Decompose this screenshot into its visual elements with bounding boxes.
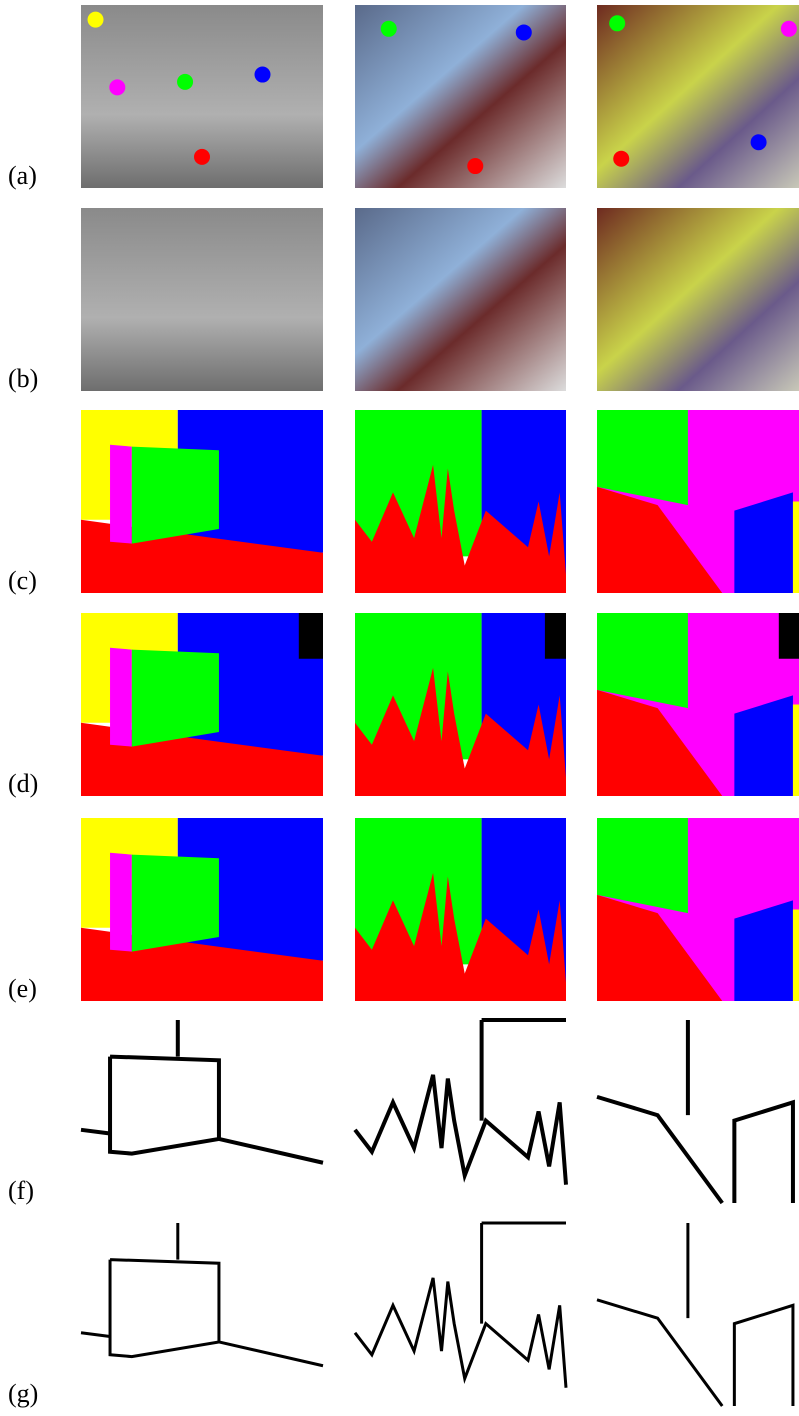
photo bbox=[355, 208, 566, 391]
point-marker bbox=[88, 12, 104, 28]
panel bbox=[355, 613, 566, 796]
edge-map bbox=[81, 1223, 323, 1406]
panel bbox=[81, 1223, 323, 1406]
segment-region bbox=[132, 650, 219, 747]
panel bbox=[81, 5, 323, 188]
point-marker bbox=[751, 134, 767, 150]
photo bbox=[81, 208, 323, 391]
segment-region bbox=[793, 705, 799, 797]
figure: (a) (b) (c) (d) (e) (f) (g) bbox=[0, 0, 799, 1416]
panel bbox=[597, 613, 799, 796]
point-marker bbox=[194, 149, 210, 165]
edge-map bbox=[355, 1223, 566, 1406]
point-marker bbox=[516, 24, 532, 40]
panel bbox=[355, 208, 566, 391]
panel bbox=[597, 1020, 799, 1203]
panel bbox=[81, 818, 323, 1001]
unlabeled-region bbox=[299, 613, 323, 659]
panel bbox=[355, 1020, 566, 1203]
panel bbox=[597, 1223, 799, 1406]
segment-region bbox=[793, 910, 799, 1002]
point-marker bbox=[609, 15, 625, 31]
row-label: (e) bbox=[8, 974, 37, 1003]
row-label: (d) bbox=[8, 769, 38, 798]
panel bbox=[81, 410, 323, 593]
point-marker bbox=[467, 158, 483, 174]
row-label: (c) bbox=[8, 566, 37, 595]
edge-map bbox=[597, 1223, 799, 1406]
point-marker bbox=[781, 21, 797, 37]
segment-region bbox=[110, 445, 132, 544]
point-marker bbox=[613, 151, 629, 167]
row-label: (f) bbox=[8, 1176, 34, 1205]
segment-region bbox=[793, 502, 799, 594]
row-label: (g) bbox=[8, 1379, 38, 1408]
segment-region bbox=[110, 648, 132, 747]
edge-map bbox=[355, 1020, 566, 1203]
panel bbox=[81, 1020, 323, 1203]
panel bbox=[355, 1223, 566, 1406]
panel bbox=[81, 208, 323, 391]
photo bbox=[597, 208, 799, 391]
row-label: (b) bbox=[8, 364, 38, 393]
panel bbox=[81, 613, 323, 796]
panel bbox=[597, 5, 799, 188]
panel bbox=[355, 410, 566, 593]
point-marker bbox=[109, 79, 125, 95]
unlabeled-region bbox=[779, 613, 799, 659]
panel bbox=[355, 5, 566, 188]
row-label: (a) bbox=[8, 161, 37, 190]
panel bbox=[597, 410, 799, 593]
panel bbox=[355, 818, 566, 1001]
point-marker bbox=[177, 74, 193, 90]
point-marker bbox=[381, 21, 397, 37]
segment-region bbox=[132, 855, 219, 952]
panel bbox=[597, 818, 799, 1001]
point-marker bbox=[255, 67, 271, 83]
edge-map bbox=[81, 1020, 323, 1203]
segment-region bbox=[132, 447, 219, 544]
segment-region bbox=[110, 853, 132, 952]
unlabeled-region bbox=[545, 613, 566, 659]
panel bbox=[597, 208, 799, 391]
